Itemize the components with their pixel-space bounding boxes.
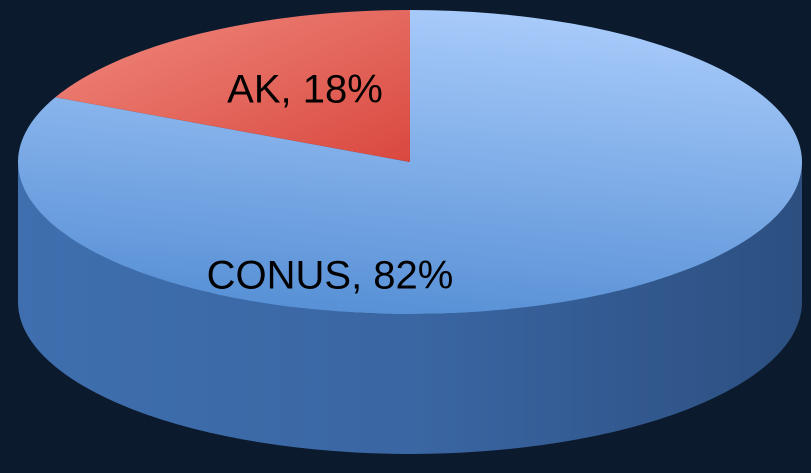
data-label: AK, 18% [227, 68, 383, 112]
pie [18, 10, 803, 454]
pie-side [18, 162, 802, 454]
data-label: CONUS, 82% [207, 254, 454, 298]
pie-slice [18, 10, 803, 314]
pie-slice [55, 10, 410, 162]
labels: CONUS, 82% AK, 18% [207, 68, 454, 298]
